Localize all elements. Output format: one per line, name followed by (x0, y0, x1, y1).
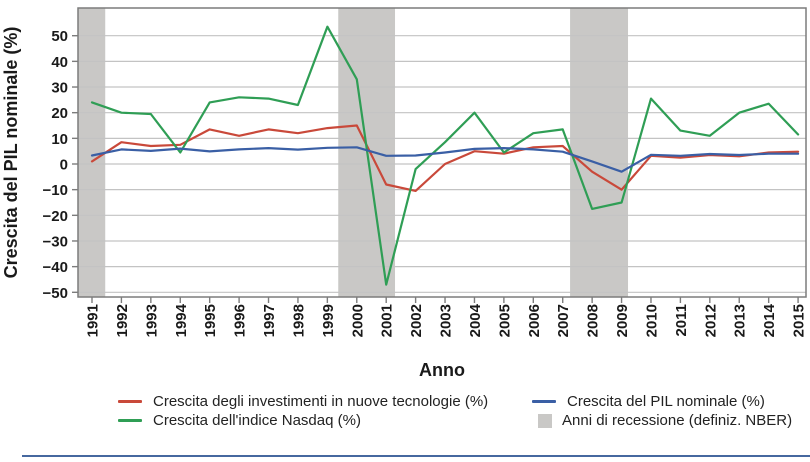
x-tick-label: 2014 (761, 303, 778, 337)
x-tick-label: 2011 (673, 304, 690, 337)
x-tick-label: 2006 (526, 304, 543, 337)
legend-column-right: Crescita del PIL nominale (%) Anni di re… (532, 392, 792, 430)
series-line-0 (90, 124, 800, 192)
x-tick-label: 2004 (467, 303, 484, 337)
x-tick-label: 2012 (702, 304, 719, 337)
y-tick-label: 0 (60, 157, 68, 174)
y-tick-label: −10 (43, 182, 68, 199)
x-tick-label: 1997 (261, 304, 278, 337)
y-tick-label: 20 (51, 105, 68, 122)
gridlines-group (78, 35, 806, 293)
y-tick-label: 10 (51, 131, 68, 148)
x-tick-label: 1999 (320, 304, 337, 337)
legend-column-left: Crescita degli investimenti in nuove tec… (118, 392, 488, 430)
x-tick-label: 2009 (614, 304, 631, 337)
x-tick-label: 2001 (379, 304, 396, 337)
y-tick-label: −40 (43, 259, 68, 276)
recession-band (78, 8, 106, 297)
legend-item-nasdaq: Crescita dell'indice Nasdaq (%) (118, 411, 488, 430)
x-tick-label: 2015 (791, 304, 808, 337)
legend-label-investimenti: Crescita degli investimenti in nuove tec… (153, 393, 489, 410)
x-tick-label: 2002 (408, 304, 425, 337)
x-tick-label: 1993 (143, 304, 160, 337)
y-axis-title: Crescita del PIL nominale (%) (1, 27, 21, 279)
y-tick-label: −20 (43, 208, 68, 225)
series-line-1 (90, 25, 800, 286)
x-tick-label: 1991 (85, 304, 102, 337)
x-tick-label: 2000 (349, 304, 366, 337)
figure-bottom-rule (22, 455, 810, 457)
legend-item-recessione: Anni di recessione (definiz. NBER) (532, 411, 792, 430)
x-tick-label: 2003 (438, 304, 455, 337)
chart-legend: Crescita degli investimenti in nuove tec… (0, 392, 810, 436)
legend-box-swatch-recessione (538, 413, 552, 428)
legend-line-swatch-nasdaq (118, 419, 142, 422)
legend-line-swatch-pil (532, 400, 556, 403)
x-tick-label: 1994 (173, 303, 190, 337)
series-line-2 (90, 146, 800, 173)
x-tick-label: 1996 (232, 304, 249, 337)
x-tick-label: 1995 (202, 304, 219, 337)
y-tick-label: −50 (43, 285, 68, 302)
plot-border (77, 7, 807, 298)
axes-group (72, 7, 807, 303)
legend-label-recessione: Anni di recessione (definiz. NBER) (562, 412, 793, 429)
y-tick-label: −30 (43, 233, 68, 250)
y-tick-label: 50 (51, 28, 68, 45)
recession-band (570, 8, 629, 297)
legend-line-swatch-investimenti (118, 400, 142, 403)
x-tick-label: 2008 (585, 304, 602, 337)
legend-label-nasdaq: Crescita dell'indice Nasdaq (%) (153, 412, 361, 429)
y-tick-label: 30 (51, 80, 68, 97)
legend-item-investimenti: Crescita degli investimenti in nuove tec… (118, 392, 488, 411)
x-tick-label: 2010 (643, 304, 660, 337)
x-tick-label: 2007 (555, 304, 572, 337)
recession-bands-group (78, 8, 629, 297)
x-tick-label: 2005 (496, 304, 513, 337)
series-lines-group (90, 25, 800, 286)
legend-item-pil: Crescita del PIL nominale (%) (532, 392, 792, 411)
x-axis-title: Anno (419, 360, 465, 380)
legend-label-pil: Crescita del PIL nominale (%) (567, 393, 765, 410)
x-tick-label: 1992 (114, 304, 131, 337)
x-tick-label: 1998 (290, 304, 307, 337)
y-tick-label: 40 (51, 54, 68, 71)
x-tick-label: 2013 (732, 304, 749, 337)
